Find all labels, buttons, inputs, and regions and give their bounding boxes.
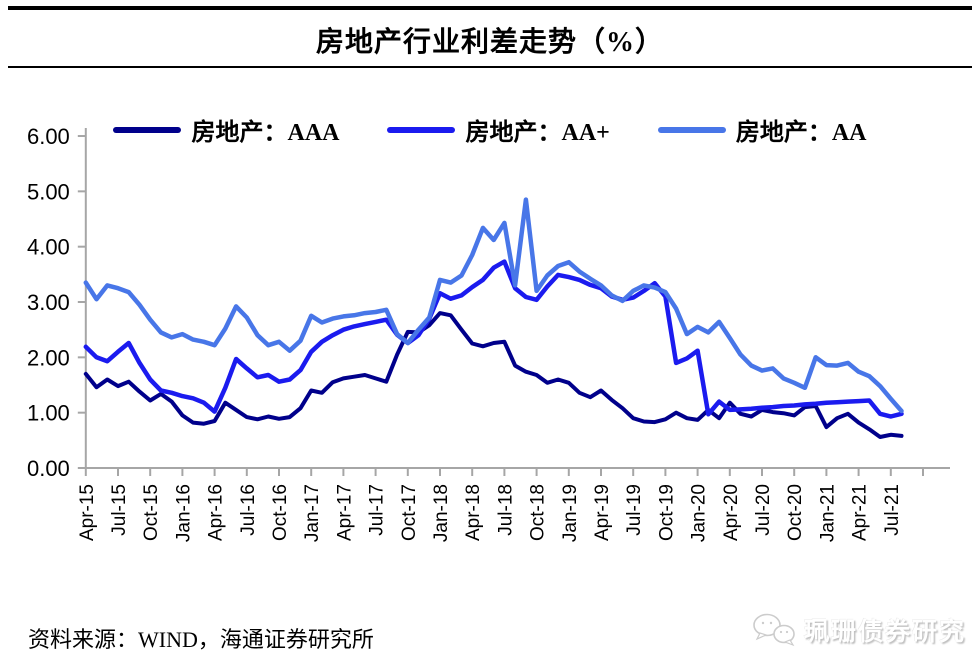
watermark-text: 珮珊债券研究 [804,619,967,646]
x-tick-label: Oct-19 [656,484,677,541]
legend-item-aa: 房地产：AA [657,112,867,147]
x-tick-label: Jul-21 [882,484,903,536]
x-tick-label: Jan-17 [302,484,323,542]
watermark: 珮珊债券研究 [752,612,966,648]
title-rule [8,66,972,68]
legend-label-aaa: 房地产：AAA [191,120,340,146]
y-tick-label: 2.00 [27,345,70,370]
x-tick-label: Apr-15 [77,484,98,541]
x-tick-label: Apr-19 [592,484,613,541]
legend-label-aa-plus: 房地产：AA+ [465,120,610,146]
x-tick-label: Oct-17 [399,484,420,541]
legend-label-aa: 房地产：AA [735,120,867,146]
x-tick-label: Jan-21 [817,484,838,542]
y-tick-label: 3.00 [27,290,70,315]
chart-legend: 房地产：AAA 房地产：AA+ 房地产：AA [0,112,980,147]
legend-swatch-aaa [113,126,182,133]
page-title: 房地产行业利差走势（%） [315,27,664,58]
series-line-aa-plus [83,259,904,419]
y-tick-label: 1.00 [27,401,70,426]
x-tick-label: Jul-18 [495,484,516,536]
series-line-aaa [83,311,904,439]
x-tick-label: Jul-20 [753,484,774,536]
legend-item-aaa: 房地产：AAA [113,112,339,147]
x-tick-label: Jul-17 [367,484,388,536]
y-tick-label: 0.00 [27,456,70,481]
x-tick-label: Jan-18 [431,484,452,542]
x-tick-label: Oct-18 [528,484,549,541]
x-tick-label: Jul-16 [238,484,259,536]
y-tick-label: 5.00 [27,179,70,204]
x-tick-label: Apr-18 [463,484,484,541]
legend-swatch-aa [657,126,726,133]
series-line-aa [83,197,904,414]
y-tick-label: 4.00 [27,235,70,260]
x-tick-label: Jan-16 [173,484,194,542]
top-rule [8,6,972,10]
x-tick-label: Apr-21 [850,484,871,541]
legend-swatch-aa-plus [387,126,456,133]
x-tick-label: Oct-15 [141,484,162,541]
y-tick-label: 6.00 [27,124,70,149]
source-note: 资料来源：WIND，海通证券研究所 [28,627,374,652]
chat-bubbles-icon [753,613,795,647]
x-tick-label: Jul-19 [624,484,645,536]
x-tick-label: Apr-16 [206,484,227,541]
x-tick-label: Oct-20 [785,484,806,541]
x-tick-label: Apr-17 [334,484,355,541]
legend-item-aa-plus: 房地产：AA+ [387,112,610,147]
x-tick-label: Apr-20 [721,484,742,541]
x-tick-label: Jul-15 [109,484,130,536]
x-tick-label: Oct-16 [270,484,291,541]
x-tick-label: Jan-19 [560,484,581,542]
x-tick-label: Jan-20 [689,484,710,542]
